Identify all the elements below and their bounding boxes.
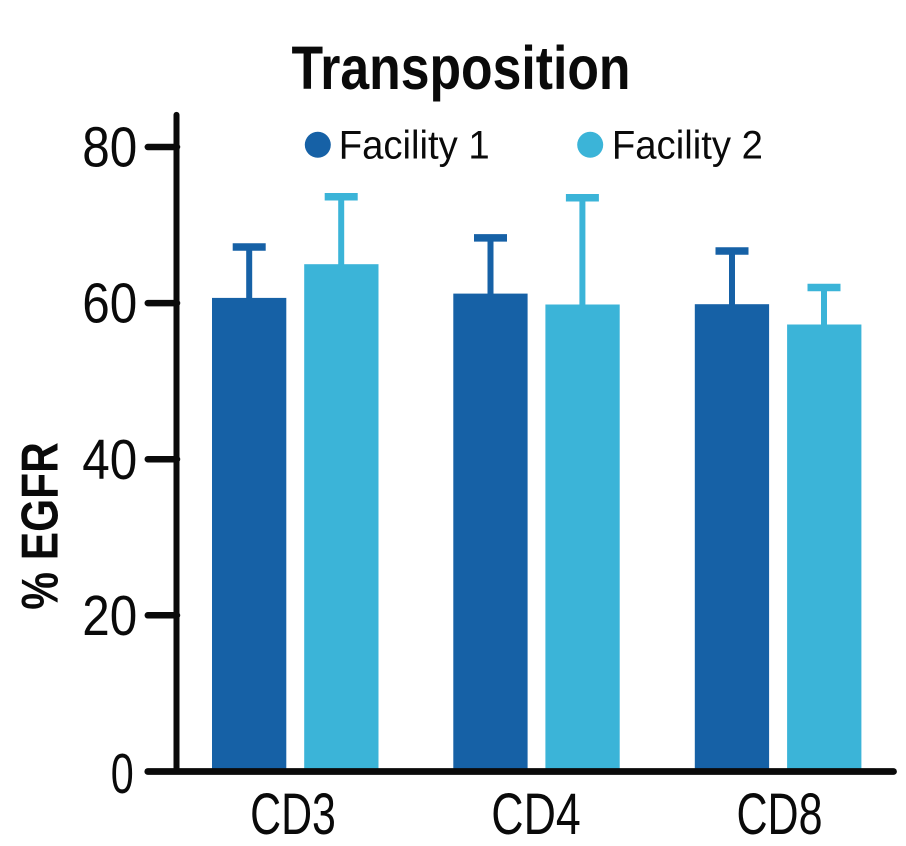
svg-text:Transposition: Transposition [292, 34, 631, 102]
svg-text:CD3: CD3 [250, 782, 336, 841]
svg-text:Facility 2: Facility 2 [612, 123, 763, 167]
svg-text:60: 60 [82, 272, 137, 335]
svg-text:40: 40 [82, 428, 137, 491]
svg-text:Facility 1: Facility 1 [339, 123, 490, 167]
svg-text:CD8: CD8 [737, 782, 823, 841]
svg-text:CD4: CD4 [491, 782, 580, 841]
svg-text:% EGFR: % EGFR [11, 442, 69, 610]
svg-text:0: 0 [111, 742, 134, 805]
svg-text:20: 20 [82, 584, 137, 647]
svg-text:80: 80 [82, 116, 137, 179]
